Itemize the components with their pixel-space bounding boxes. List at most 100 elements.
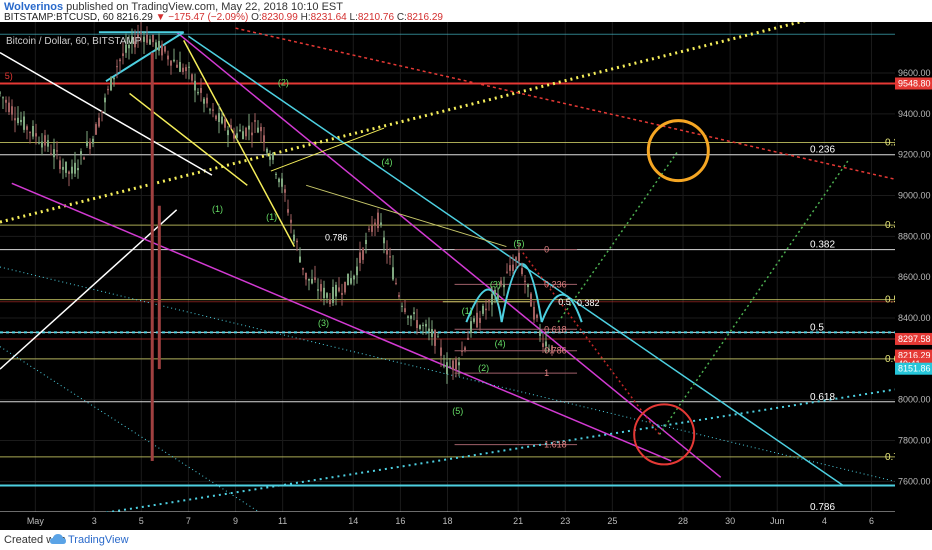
- x-tick-label: May: [27, 516, 45, 526]
- created-with-text: Created with: [4, 534, 66, 546]
- cloud-logo-icon: [50, 534, 66, 544]
- candle-body: [125, 44, 127, 53]
- candle-body: [368, 228, 370, 230]
- x-tick-label: 11: [278, 516, 287, 526]
- candle-body: [476, 312, 478, 328]
- candle-body: [284, 189, 286, 193]
- candle-body: [170, 60, 172, 66]
- x-tick-label: 7: [186, 516, 191, 526]
- symbol-line: BITSTAMP:BTCUSD, 60 8216.29 ▼ −175.47 (−…: [4, 12, 443, 23]
- candle-body: [455, 358, 457, 370]
- x-tick-label: 18: [442, 516, 452, 526]
- candle-body: [299, 256, 301, 263]
- candle-body: [32, 125, 34, 137]
- candle-body: [134, 41, 136, 48]
- price-badge-label: 8297.58: [898, 334, 931, 344]
- candle-body: [128, 44, 130, 49]
- candle-body: [20, 119, 22, 123]
- candle-body: [1, 97, 4, 99]
- candle-body: [539, 330, 541, 336]
- candle-body: [491, 293, 493, 305]
- candle-body: [401, 305, 403, 307]
- tradingview-brand[interactable]: TradingView: [68, 534, 129, 546]
- candle-body: [254, 120, 256, 122]
- candle-body: [341, 292, 343, 295]
- x-tick-label: Jun: [770, 516, 785, 526]
- candle-body: [110, 77, 112, 91]
- candle-body: [116, 66, 118, 68]
- candle-body: [146, 34, 148, 43]
- price-change: −175.47 (−2.09%): [168, 12, 249, 23]
- candle-body: [50, 153, 52, 155]
- candle-body: [419, 325, 421, 329]
- price-chart[interactable]: Bitcoin / Dollar, 60, BITSTAMP 0.236 0.382…: [0, 22, 932, 530]
- chart-canvas[interactable]: Bitcoin / Dollar, 60, BITSTAMP0.2360.382…: [0, 22, 932, 530]
- candle-body: [413, 312, 415, 315]
- candle-body: [242, 131, 244, 140]
- close-label: C:: [396, 12, 407, 23]
- candle-body: [503, 284, 505, 288]
- trend-line-yellow: [129, 92, 248, 186]
- candle-body: [119, 59, 121, 62]
- candle-body: [212, 109, 214, 111]
- candle-body: [488, 300, 490, 302]
- x-tick-label: 5: [139, 516, 144, 526]
- candle-body: [38, 141, 40, 144]
- wave-label: (5): [513, 239, 524, 249]
- candle-body: [374, 222, 376, 225]
- candle-body: [5, 99, 7, 103]
- candle-body: [113, 77, 115, 80]
- low-label: L:: [349, 12, 358, 23]
- x-tick-label: 6: [869, 516, 874, 526]
- candle-body: [62, 166, 64, 170]
- x-tick-label: 25: [607, 516, 617, 526]
- candle-body: [317, 289, 319, 291]
- candle-body: [230, 125, 232, 129]
- candle-body: [236, 133, 238, 138]
- candle-body: [26, 126, 28, 130]
- author-name[interactable]: Wolverinos: [4, 1, 64, 13]
- wave-label: (3): [490, 279, 501, 289]
- candle-body: [221, 116, 223, 124]
- trend-line-white: [0, 51, 213, 176]
- candle-body: [59, 160, 61, 170]
- candle-body: [239, 129, 241, 131]
- published-info: published on TradingView.com, May 22, 20…: [66, 1, 343, 13]
- candle-body: [11, 106, 13, 115]
- candle-body: [437, 336, 439, 338]
- candle-body: [338, 287, 340, 292]
- candle-body: [104, 97, 106, 103]
- candle-body: [494, 289, 496, 295]
- high-label: H:: [300, 12, 311, 23]
- y-tick-label: 8400.00: [898, 313, 931, 323]
- y-tick-label: 8600.00: [898, 272, 931, 282]
- candle-body: [383, 237, 385, 244]
- candle-body: [296, 240, 298, 243]
- candle-body: [311, 278, 313, 284]
- candle-body: [509, 265, 511, 271]
- candle-body: [425, 323, 427, 327]
- candle-body: [545, 341, 547, 347]
- candle-body: [305, 272, 307, 280]
- wave-label: (1): [462, 306, 473, 316]
- candle-body: [23, 116, 25, 130]
- fib-label: 0.786: [810, 502, 835, 513]
- candle-body: [362, 248, 364, 260]
- candle-body: [515, 257, 517, 260]
- trend-line-cyan: [105, 31, 185, 83]
- fib-label: 0.382: [810, 240, 835, 251]
- candle-body: [530, 293, 532, 307]
- price-badge-label: 9548.80: [898, 78, 931, 88]
- candle-body: [98, 117, 100, 127]
- x-tick-label: 28: [678, 516, 688, 526]
- candle-body: [203, 98, 205, 104]
- fib-label-yellow: 0.7: [885, 452, 899, 463]
- price-badge-label: 8216.29: [898, 351, 931, 361]
- target-circle-orange: [646, 119, 710, 183]
- x-tick-label: 14: [348, 516, 358, 526]
- candle-body: [428, 328, 430, 332]
- candle-body: [200, 87, 202, 93]
- candle-body: [224, 118, 226, 128]
- candle-body: [416, 320, 418, 329]
- price-badge: [895, 332, 932, 345]
